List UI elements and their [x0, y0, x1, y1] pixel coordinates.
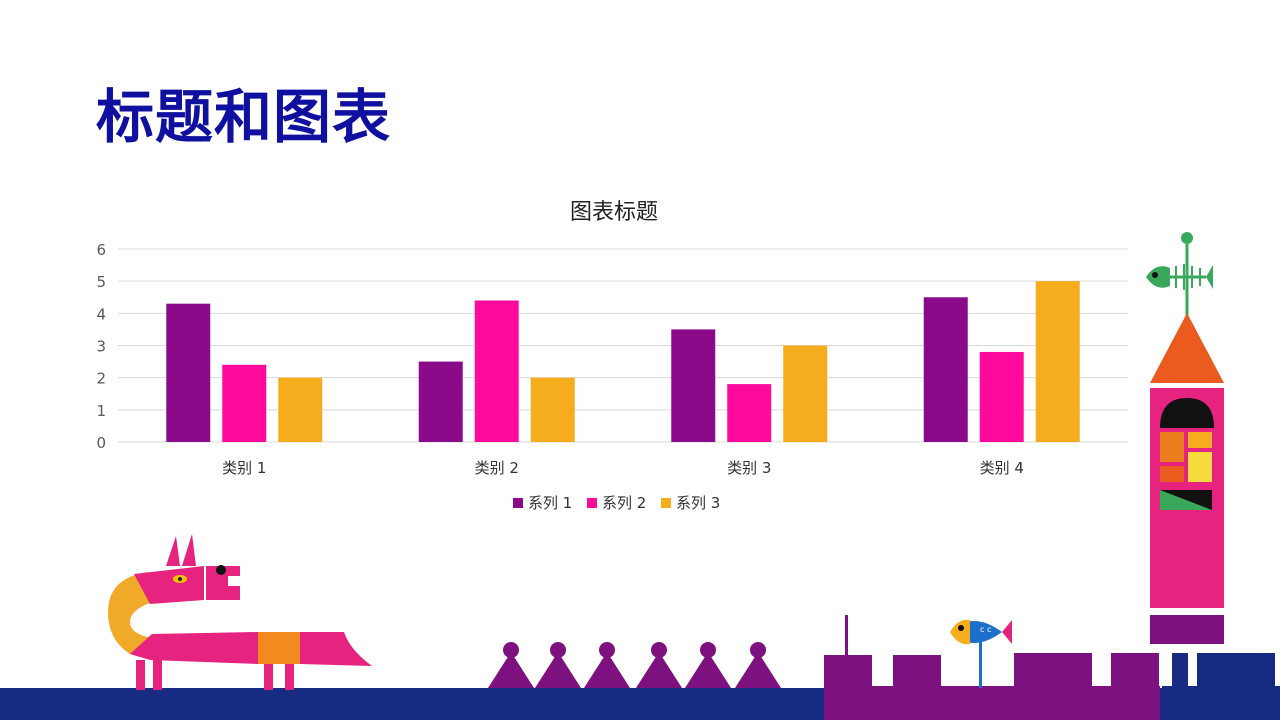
- x-tick-label: 类别 3: [727, 459, 771, 477]
- bar-series3-cat2: [530, 377, 575, 442]
- bar-series1-cat4: [923, 297, 968, 442]
- chart-title: 图表标题: [570, 200, 658, 225]
- y-tick-label: 3: [96, 338, 106, 356]
- bar-series3-cat4: [1035, 281, 1080, 442]
- bar-series1-cat1: [166, 303, 211, 442]
- x-tick-label: 类别 1: [222, 459, 266, 477]
- y-tick-label: 5: [96, 273, 106, 291]
- y-tick-label: 4: [96, 305, 106, 323]
- y-tick-label: 1: [96, 402, 106, 420]
- bar-series2-cat3: [727, 384, 772, 442]
- bar-series3-cat1: [278, 377, 323, 442]
- slide-title: 标题和图表: [96, 83, 392, 151]
- y-tick-label: 2: [96, 370, 106, 388]
- x-tick-label: 类别 4: [980, 459, 1024, 477]
- legend-label: 系列 1: [528, 494, 572, 512]
- x-tick-label: 类别 2: [475, 459, 519, 477]
- bar-series1-cat2: [418, 361, 463, 442]
- legend-swatch: [661, 498, 671, 508]
- legend-label: 系列 2: [602, 494, 646, 512]
- y-tick-label: 0: [96, 434, 106, 452]
- bar-series1-cat3: [671, 329, 716, 442]
- legend-swatch: [587, 498, 597, 508]
- legend-label: 系列 3: [676, 494, 720, 512]
- legend-swatch: [513, 498, 523, 508]
- bar-series2-cat4: [979, 351, 1024, 442]
- bar-series3-cat3: [783, 345, 828, 442]
- bar-series2-cat1: [222, 364, 267, 442]
- bar-series2-cat2: [474, 300, 519, 442]
- y-tick-label: 6: [96, 241, 106, 259]
